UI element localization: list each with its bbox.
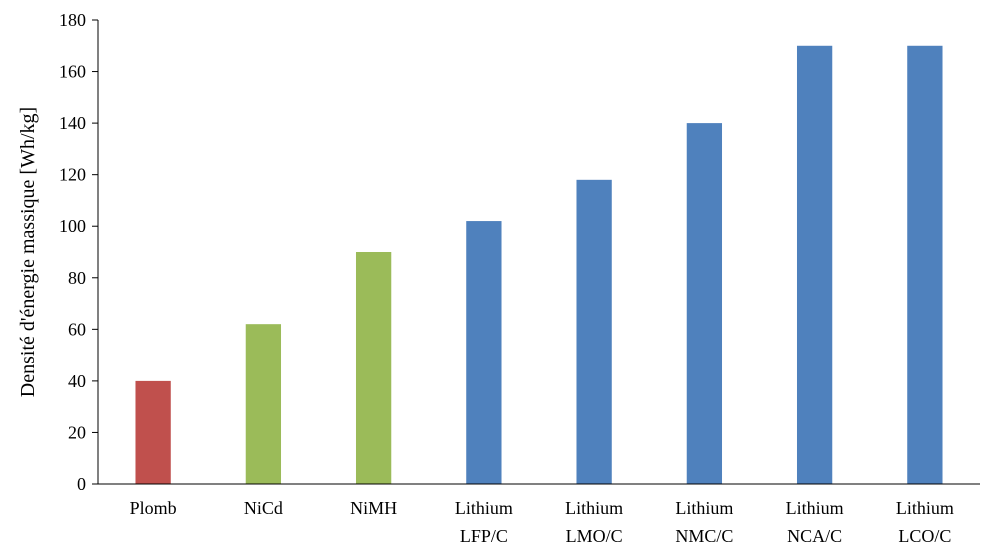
- bar: [686, 123, 723, 484]
- x-category-label: Lithium: [455, 498, 513, 518]
- bar: [135, 380, 171, 484]
- y-tick-label: 40: [68, 371, 86, 391]
- bar: [576, 179, 612, 485]
- x-category-label: NCA/C: [787, 526, 842, 546]
- x-category-label: NMC/C: [675, 526, 733, 546]
- bar: [796, 45, 833, 485]
- y-axis-title: Densité d'énergie massique [Wh/kg]: [17, 107, 39, 397]
- y-tick-label: 120: [59, 165, 86, 185]
- x-category-label: LCO/C: [898, 526, 951, 546]
- y-tick-label: 60: [68, 319, 86, 339]
- bar: [245, 324, 282, 484]
- bar: [466, 221, 502, 485]
- y-tick-label: 80: [68, 268, 86, 288]
- y-tick-label: 140: [59, 113, 86, 133]
- x-category-label: NiCd: [244, 498, 283, 518]
- axes: [92, 19, 980, 485]
- y-tick-label: 0: [77, 474, 86, 494]
- x-category-label: LMO/C: [566, 526, 623, 546]
- y-tick-label: 180: [59, 10, 86, 30]
- x-category-label: LFP/C: [460, 526, 508, 546]
- x-category-label: Lithium: [675, 498, 733, 518]
- y-tick-labels: 0 20 40 60 80 100 120 140 160 180: [59, 10, 86, 494]
- x-category-label: Plomb: [130, 498, 177, 518]
- x-category-label: Lithium: [565, 498, 623, 518]
- y-tick-label: 160: [59, 62, 86, 82]
- category-labels: Plomb NiCd NiMH Lithium LFP/C Lithium LMO/C Lit…: [130, 498, 954, 546]
- x-category-label: Lithium: [896, 498, 954, 518]
- bar: [355, 252, 392, 484]
- y-axis-title-group: Densité d'énergie massique [Wh/kg]: [17, 107, 39, 397]
- y-tick-label: 100: [59, 216, 86, 236]
- bar: [907, 45, 943, 485]
- y-tick-label: 20: [68, 422, 86, 442]
- x-category-label: NiMH: [350, 498, 397, 518]
- x-category-label: Lithium: [786, 498, 844, 518]
- bars: [135, 45, 943, 485]
